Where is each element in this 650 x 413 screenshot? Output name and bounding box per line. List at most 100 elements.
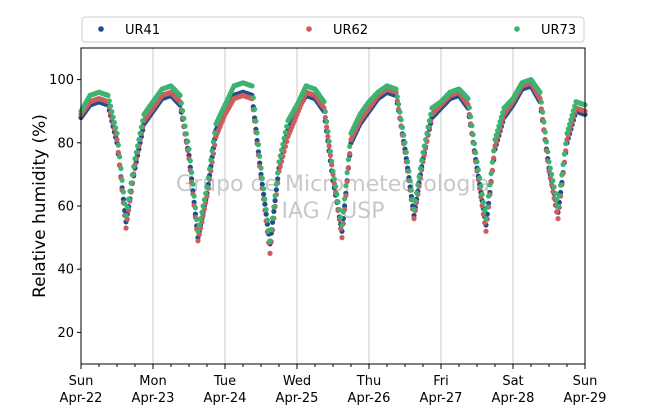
x-tick-label-day: Tue	[213, 374, 236, 389]
data-point-interp	[487, 182, 493, 188]
data-point-interp	[399, 124, 405, 131]
legend-marker-ur73	[514, 26, 520, 32]
data-point-interp	[412, 198, 418, 204]
data-point-interp	[329, 162, 335, 168]
data-point-interp	[471, 141, 477, 147]
x-tick-label-date: Apr-25	[276, 391, 319, 406]
data-point	[321, 99, 327, 105]
data-point	[186, 146, 192, 152]
data-point-interp	[120, 196, 126, 202]
data-point-interp	[208, 157, 214, 163]
data-point-interp	[127, 188, 133, 194]
data-point-interp	[259, 175, 265, 182]
data-point-interp	[486, 200, 492, 206]
data-point-interp	[273, 181, 279, 187]
data-point-interp	[111, 119, 117, 126]
x-tick-label-day: Sat	[502, 374, 523, 389]
data-point-interp	[336, 207, 342, 213]
data-point	[393, 86, 399, 92]
data-point-interp	[491, 148, 497, 154]
data-point-interp	[322, 109, 328, 115]
data-point-interp	[138, 124, 144, 130]
data-point-interp	[250, 95, 256, 101]
data-point-interp	[486, 193, 492, 199]
data-point-interp	[255, 142, 261, 148]
y-tick-label: 100	[49, 73, 74, 88]
data-point-interp	[280, 141, 286, 147]
data-point-interp	[129, 172, 135, 178]
data-point-interp	[497, 119, 503, 125]
data-point-interp	[417, 165, 423, 172]
data-point	[195, 238, 201, 244]
data-point-interp	[275, 176, 281, 182]
data-point-interp	[322, 114, 328, 121]
data-point-interp	[194, 216, 200, 223]
data-point-interp	[137, 130, 143, 136]
data-point	[204, 184, 210, 190]
data-point-interp	[273, 187, 279, 193]
data-point-interp	[396, 101, 402, 107]
data-point-interp	[205, 175, 211, 181]
data-point-interp	[419, 157, 425, 163]
data-point	[258, 165, 264, 171]
data-point-interp	[180, 108, 186, 114]
data-point-interp	[109, 109, 115, 115]
data-point-interp	[272, 193, 278, 199]
data-point-interp	[408, 187, 414, 193]
data-point-interp	[344, 179, 350, 185]
legend-label-ur41: UR41	[125, 23, 160, 38]
data-point	[177, 92, 183, 98]
data-point-interp	[398, 117, 404, 123]
data-point-interp	[495, 128, 501, 134]
data-point-interp	[540, 109, 546, 115]
data-point-interp	[424, 130, 430, 136]
data-point-interp	[558, 182, 564, 188]
y-tick-label: 20	[57, 326, 74, 341]
y-tick-label: 60	[57, 200, 74, 215]
data-point-interp	[570, 108, 577, 114]
y-tick-label: 80	[57, 136, 74, 151]
data-point	[474, 159, 480, 165]
data-point-interp	[118, 165, 124, 172]
data-point-interp	[198, 216, 204, 222]
data-point-interp	[496, 123, 502, 129]
data-point-interp	[554, 197, 560, 203]
data-point-interp	[257, 153, 263, 159]
data-point-interp	[541, 119, 547, 125]
x-tick-label-date: Apr-28	[492, 391, 535, 406]
data-point-interp	[477, 175, 483, 181]
data-point-interp	[275, 170, 281, 176]
data-point-interp	[331, 176, 337, 182]
data-point-interp	[416, 174, 422, 180]
data-point-interp	[406, 168, 412, 174]
data-point-interp	[115, 149, 121, 155]
data-point-interp	[259, 181, 265, 187]
data-point-interp	[209, 148, 215, 154]
data-point-interp	[475, 167, 481, 173]
data-point-interp	[567, 121, 573, 127]
data-point	[267, 250, 273, 256]
data-point-interp	[489, 159, 495, 165]
data-point-interp	[415, 182, 421, 188]
data-point-interp	[498, 114, 504, 120]
data-point-interp	[327, 152, 333, 158]
data-point-interp	[263, 207, 269, 213]
data-point-interp	[189, 170, 195, 176]
data-point-interp	[403, 149, 409, 155]
data-point-interp	[264, 217, 270, 223]
data-point	[249, 83, 255, 89]
data-point	[483, 216, 489, 222]
data-point-interp	[340, 209, 346, 215]
data-point	[114, 130, 120, 136]
data-point-interp	[268, 226, 274, 233]
data-point-interp	[182, 123, 188, 129]
data-point-interp	[270, 215, 276, 221]
legend-label-ur73: UR73	[541, 23, 576, 38]
data-point-interp	[191, 193, 197, 199]
data-point-interp	[565, 126, 571, 132]
x-tick-label-day: Mon	[139, 374, 166, 389]
data-point-interp	[277, 153, 283, 159]
data-point-interp	[493, 132, 499, 138]
data-point-interp	[196, 222, 202, 228]
